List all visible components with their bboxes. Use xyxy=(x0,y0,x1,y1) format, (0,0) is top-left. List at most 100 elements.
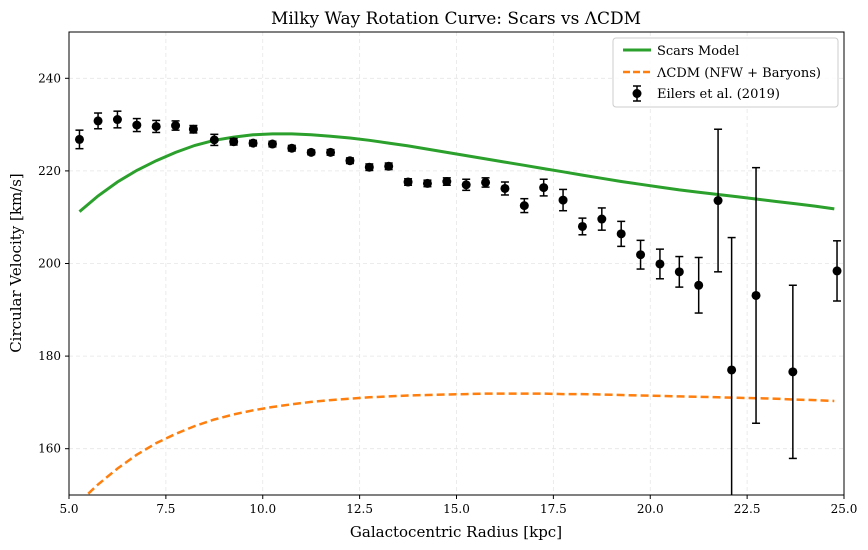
data-marker xyxy=(481,177,491,187)
data-marker xyxy=(461,180,471,190)
x-tick-label: 10.0 xyxy=(249,502,276,516)
data-point xyxy=(577,217,587,236)
data-marker xyxy=(364,162,374,172)
chart-title: Milky Way Rotation Curve: Scars vs ΛCDM xyxy=(271,9,641,29)
data-marker xyxy=(751,290,761,300)
data-point xyxy=(727,236,737,495)
data-point xyxy=(364,162,374,172)
data-point xyxy=(229,137,239,147)
data-marker xyxy=(112,115,122,125)
data-point xyxy=(500,181,510,196)
legend-label-lcdm: ΛCDM (NFW + Baryons) xyxy=(656,66,821,81)
data-marker xyxy=(616,229,626,239)
data-point xyxy=(461,178,471,192)
data-point xyxy=(442,177,452,187)
data-marker xyxy=(345,156,355,166)
data-point xyxy=(616,220,626,248)
data-point xyxy=(326,147,336,157)
x-tick-label: 17.5 xyxy=(540,502,567,516)
data-marker xyxy=(93,116,103,126)
data-point xyxy=(306,147,316,157)
data-point xyxy=(788,284,798,460)
x-tick-label: 7.5 xyxy=(156,502,175,516)
data-marker xyxy=(171,121,181,131)
data-point xyxy=(751,166,761,424)
legend-box xyxy=(612,37,839,108)
data-marker xyxy=(188,124,198,134)
data-marker xyxy=(209,135,219,145)
data-marker xyxy=(558,195,568,205)
data-marker xyxy=(788,367,798,377)
data-marker xyxy=(694,280,704,290)
data-marker xyxy=(577,221,587,231)
data-point xyxy=(171,120,181,131)
data-marker xyxy=(727,365,737,375)
data-point xyxy=(674,255,684,288)
y-tick-label: 180 xyxy=(38,349,61,363)
data-marker xyxy=(151,121,161,131)
data-point xyxy=(93,112,103,130)
legend-label-eilers: Eilers et al. (2019) xyxy=(657,87,780,102)
data-marker xyxy=(597,214,607,224)
data-marker xyxy=(636,250,646,260)
series-line-scars-model xyxy=(78,132,835,213)
data-marker xyxy=(384,161,394,171)
data-marker xyxy=(519,201,529,211)
data-marker xyxy=(267,139,277,149)
x-tick-label: 12.5 xyxy=(346,502,373,516)
x-tick-label: 20.0 xyxy=(637,502,664,516)
data-marker xyxy=(655,259,665,269)
data-point xyxy=(345,156,355,166)
data-marker xyxy=(248,138,258,148)
x-tick-label: 22.5 xyxy=(734,502,761,516)
data-point xyxy=(422,178,432,188)
data-marker xyxy=(132,120,142,130)
data-marker xyxy=(306,147,316,157)
y-axis-label: Circular Velocity [km/s] xyxy=(7,173,25,353)
y-tick-label: 240 xyxy=(38,71,61,85)
data-point xyxy=(74,129,84,150)
data-point xyxy=(151,119,161,134)
y-tick-label: 160 xyxy=(38,442,61,456)
data-marker xyxy=(832,266,842,276)
data-point xyxy=(539,178,549,197)
x-axis-label: Galactocentric Radius [kpc] xyxy=(350,523,562,541)
data-point xyxy=(597,207,607,231)
data-point xyxy=(112,110,122,129)
data-point xyxy=(287,143,297,153)
legend-swatch-eilers xyxy=(632,85,642,102)
data-marker xyxy=(442,177,452,187)
y-axis-ticks: 160 180 200 220 240 xyxy=(38,71,69,456)
y-tick-label: 220 xyxy=(38,164,61,178)
data-point xyxy=(519,197,529,214)
data-point xyxy=(481,177,491,188)
data-point xyxy=(132,117,142,133)
data-point xyxy=(713,128,723,273)
data-marker xyxy=(326,147,336,157)
series-lines xyxy=(78,132,835,495)
data-marker xyxy=(74,134,84,144)
observations xyxy=(74,110,842,495)
data-point xyxy=(267,139,277,149)
data-marker xyxy=(539,183,549,193)
data-point xyxy=(558,188,568,212)
data-point xyxy=(403,177,413,187)
series-line-lcdm xyxy=(85,392,835,495)
data-point xyxy=(655,248,665,280)
data-marker xyxy=(229,137,239,147)
data-point xyxy=(636,239,646,270)
data-marker xyxy=(422,178,432,188)
data-marker xyxy=(403,177,413,187)
data-marker xyxy=(287,143,297,153)
data-point xyxy=(209,133,219,147)
y-tick-label: 200 xyxy=(38,257,61,271)
data-point xyxy=(832,240,842,302)
data-point xyxy=(248,138,258,148)
x-axis-ticks: 5.0 7.5 10.0 12.5 15.0 17.5 20.0 22.5 25.0 xyxy=(59,495,857,516)
x-tick-label: 15.0 xyxy=(443,502,470,516)
data-point xyxy=(384,161,394,171)
data-point xyxy=(694,256,704,314)
data-marker xyxy=(674,267,684,277)
x-tick-label: 25.0 xyxy=(831,502,858,516)
